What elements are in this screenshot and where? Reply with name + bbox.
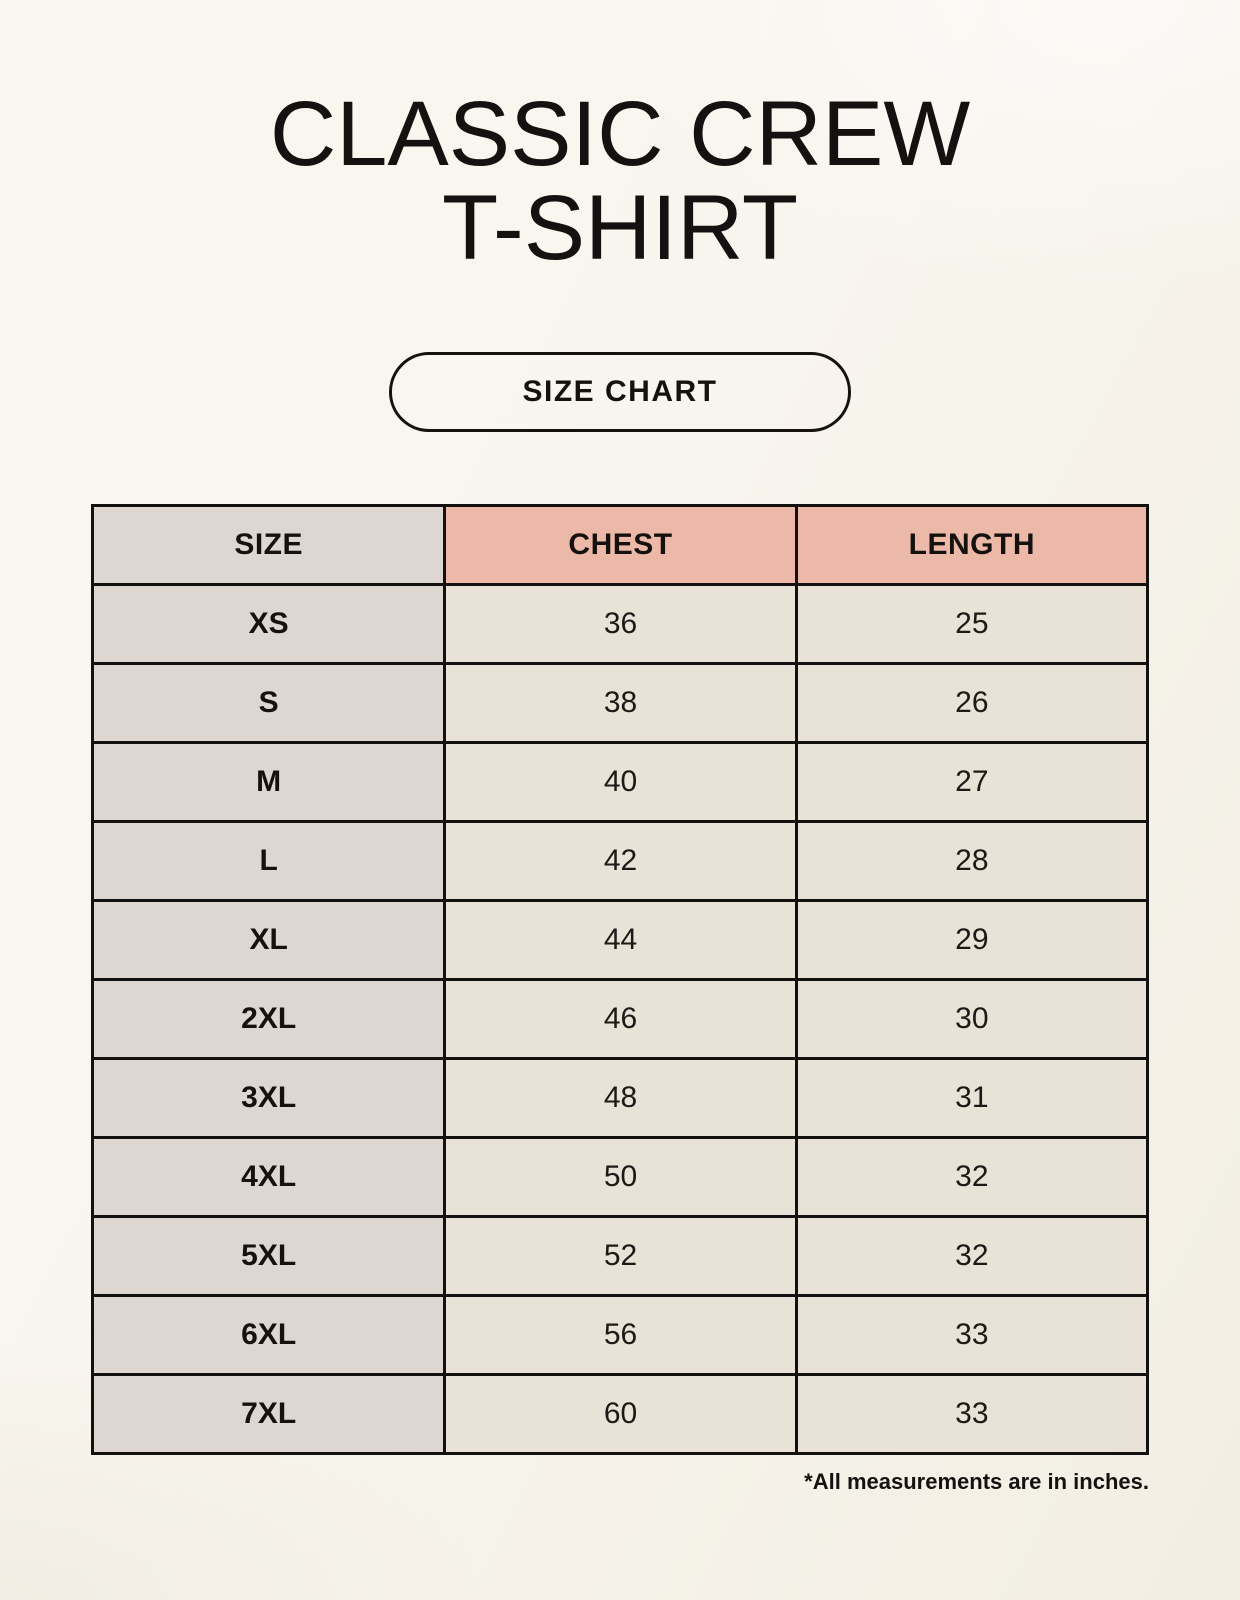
table-header-row: SIZE CHEST LENGTH bbox=[90, 503, 1150, 586]
column-header-length: LENGTH bbox=[794, 503, 1150, 586]
length-cell: 33 bbox=[794, 1372, 1150, 1455]
length-cell: 30 bbox=[794, 977, 1150, 1060]
page-title: CLASSIC CREW T-SHIRT bbox=[0, 0, 1240, 276]
chest-cell: 48 bbox=[443, 1056, 798, 1139]
chest-cell: 50 bbox=[443, 1135, 798, 1218]
length-cell: 32 bbox=[794, 1135, 1150, 1218]
length-cell: 33 bbox=[794, 1293, 1150, 1376]
chest-cell: 46 bbox=[443, 977, 798, 1060]
chest-cell: 40 bbox=[443, 740, 798, 823]
size-cell: M bbox=[90, 740, 447, 823]
size-cell: L bbox=[90, 819, 447, 902]
size-cell: 6XL bbox=[90, 1293, 447, 1376]
size-chart-button-label: SIZE CHART bbox=[522, 374, 718, 408]
length-cell: 26 bbox=[794, 661, 1150, 744]
table-row: 7XL 60 33 bbox=[90, 1372, 1150, 1455]
size-table: SIZE CHEST LENGTH XS 36 25 S 38 26 M 40 … bbox=[90, 503, 1150, 1455]
chest-cell: 42 bbox=[443, 819, 798, 902]
chest-cell: 56 bbox=[443, 1293, 798, 1376]
size-cell: XL bbox=[90, 898, 447, 981]
size-cell: XS bbox=[90, 582, 447, 665]
table-row: 4XL 50 32 bbox=[90, 1135, 1150, 1218]
chest-cell: 38 bbox=[443, 661, 798, 744]
column-header-size: SIZE bbox=[90, 503, 447, 586]
table-row: S 38 26 bbox=[90, 661, 1150, 744]
size-cell: 7XL bbox=[90, 1372, 447, 1455]
column-header-chest: CHEST bbox=[443, 503, 798, 586]
measurements-footnote: *All measurements are in inches. bbox=[804, 1468, 1149, 1494]
table-row: L 42 28 bbox=[90, 819, 1150, 902]
length-cell: 25 bbox=[794, 582, 1150, 665]
chest-cell: 60 bbox=[443, 1372, 798, 1455]
page-title-line-1: CLASSIC CREW bbox=[269, 83, 971, 185]
size-cell: 4XL bbox=[90, 1135, 447, 1218]
table-row: XS 36 25 bbox=[90, 582, 1150, 665]
size-cell: 2XL bbox=[90, 977, 447, 1060]
table-row: XL 44 29 bbox=[90, 898, 1150, 981]
size-cell: S bbox=[90, 661, 447, 744]
page-title-line-2: T-SHIRT bbox=[441, 176, 799, 279]
chest-cell: 44 bbox=[443, 898, 798, 981]
length-cell: 27 bbox=[794, 740, 1150, 823]
table-row: 2XL 46 30 bbox=[90, 977, 1150, 1060]
length-cell: 28 bbox=[794, 819, 1150, 902]
table-row: M 40 27 bbox=[90, 740, 1150, 823]
chest-cell: 36 bbox=[443, 582, 798, 665]
chest-cell: 52 bbox=[443, 1214, 798, 1297]
table-row: 3XL 48 31 bbox=[90, 1056, 1150, 1139]
length-cell: 32 bbox=[794, 1214, 1150, 1297]
table-row: 5XL 52 32 bbox=[90, 1214, 1150, 1297]
size-chart-button[interactable]: SIZE CHART bbox=[389, 351, 851, 432]
size-cell: 5XL bbox=[90, 1214, 447, 1297]
size-cell: 3XL bbox=[90, 1056, 447, 1139]
length-cell: 31 bbox=[794, 1056, 1150, 1139]
table-row: 6XL 56 33 bbox=[90, 1293, 1150, 1376]
length-cell: 29 bbox=[794, 898, 1150, 981]
